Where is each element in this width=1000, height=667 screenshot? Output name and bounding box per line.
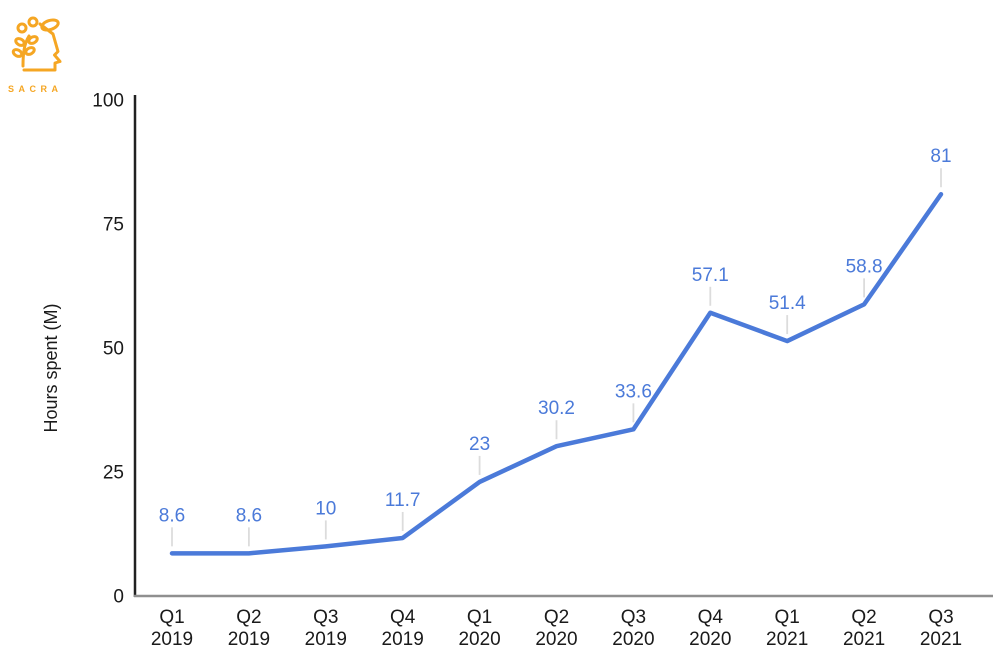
x-tick-label: Q4 2020 bbox=[689, 607, 731, 650]
x-tick-label: Q1 2019 bbox=[151, 607, 193, 650]
x-tick-label: Q3 2021 bbox=[920, 607, 962, 650]
x-tick-label: Q1 2021 bbox=[766, 607, 808, 650]
x-tick-label: Q1 2020 bbox=[458, 607, 500, 650]
x-tick-label: Q2 2021 bbox=[843, 607, 885, 650]
series-line bbox=[169, 191, 944, 556]
sacra-logo: SACRA bbox=[8, 12, 78, 94]
y-tick-label: 100 bbox=[92, 91, 124, 112]
y-axis-title: Hours spent (M) bbox=[41, 303, 61, 432]
sacra-logo-icon bbox=[11, 16, 62, 72]
data-label: 51.4 bbox=[769, 293, 806, 314]
data-label: 57.1 bbox=[692, 265, 729, 286]
data-label: 58.8 bbox=[846, 256, 883, 277]
y-tick-label: 75 bbox=[103, 215, 124, 236]
data-label: 8.6 bbox=[236, 505, 262, 526]
y-tick-label: 25 bbox=[103, 463, 124, 484]
data-label: 30.2 bbox=[538, 398, 575, 419]
data-label: 33.6 bbox=[615, 381, 652, 402]
x-tick-label: Q4 2019 bbox=[382, 607, 424, 650]
data-label: 10 bbox=[315, 498, 336, 519]
data-label: 23 bbox=[469, 434, 490, 455]
data-label: 11.7 bbox=[385, 490, 421, 511]
y-tick-label: 0 bbox=[113, 587, 124, 608]
x-tick-label: Q2 2019 bbox=[228, 607, 270, 650]
data-label: 81 bbox=[930, 146, 951, 167]
x-tick-label: Q3 2020 bbox=[612, 607, 654, 650]
x-tick-label: Q2 2020 bbox=[535, 607, 577, 650]
sacra-logo-text: SACRA bbox=[8, 84, 63, 94]
data-label: 8.6 bbox=[159, 505, 185, 526]
y-tick-label: 50 bbox=[103, 339, 124, 360]
x-tick-label: Q3 2019 bbox=[305, 607, 347, 650]
